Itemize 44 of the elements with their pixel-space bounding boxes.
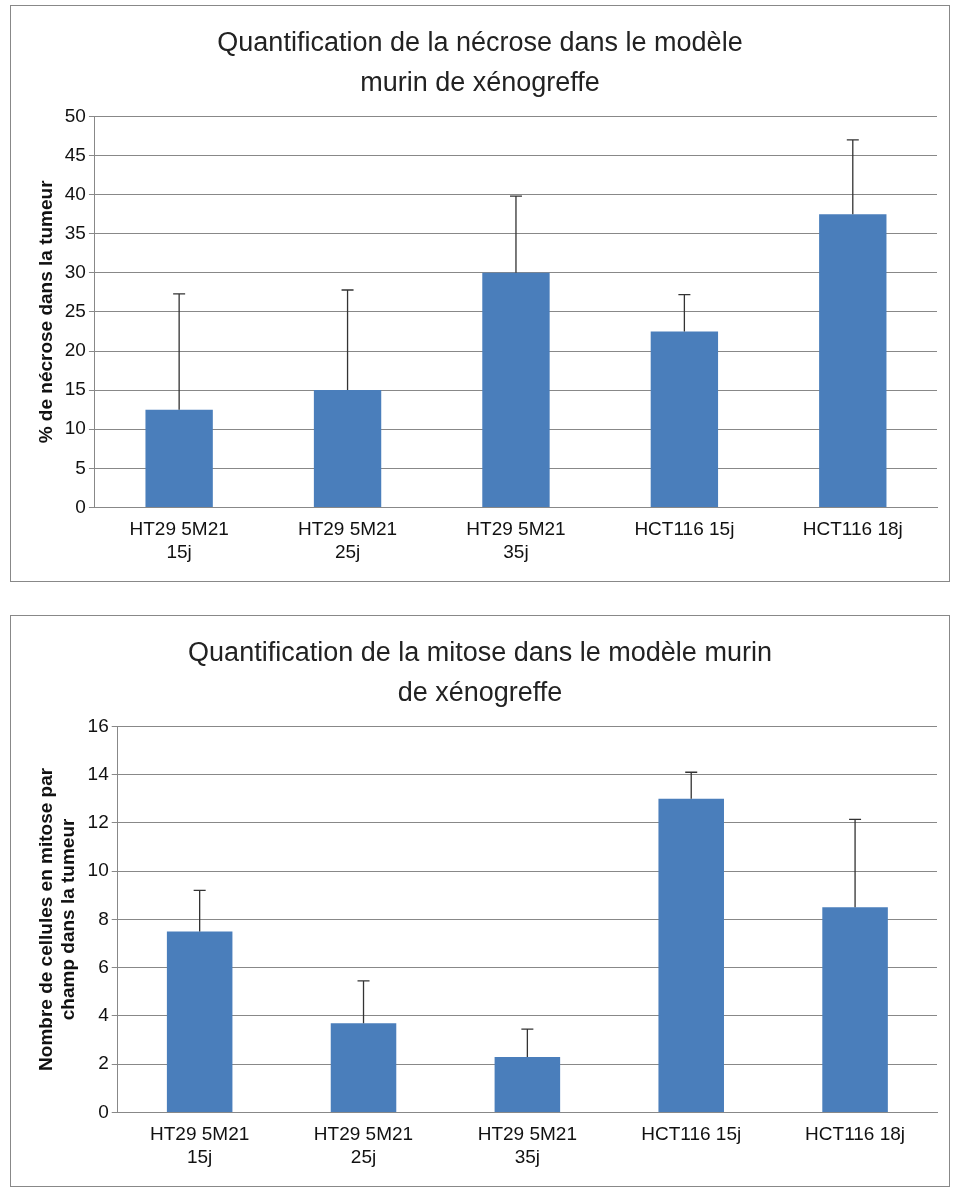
y-tick-label: 45 [64,143,86,165]
y-tick-label: 4 [98,1004,110,1026]
bar [658,798,724,1112]
y-tick-label: 8 [98,907,109,929]
x-tick-label: HT29 5M21 35j [466,518,566,562]
x-tick-label: HCT116 18j [805,1123,906,1145]
y-tick-label: 30 [64,261,86,283]
y-tick-label: 0 [75,495,86,517]
x-tick-label: HT29 5M21 15j [150,1123,250,1167]
chart-title: Quantification de la nécrose dans le modèle murin de xénogreffe [216,26,744,99]
y-tick-label: 16 [87,714,109,736]
bar [819,214,887,507]
y-tick-label: 14 [87,762,110,784]
x-tick-label: HCT116 15j [634,518,735,540]
y-tick-label: 15 [64,378,86,400]
chart-title: Quantification de la mitose dans le modèle murin de xénogreffe [187,636,773,709]
y-tick-label: 2 [98,1052,109,1074]
x-tick-label: HT29 5M21 25j [313,1123,414,1167]
y-tick-label: 12 [87,811,109,833]
y-tick-label: 10 [64,417,86,439]
bar [822,907,888,1112]
y-tick-label: 50 [64,104,86,126]
y-tick-label: 0 [98,1100,109,1122]
bar [330,1023,397,1112]
x-tick-label: HT29 5M21 25j [297,518,398,562]
x-tick-label: HCT116 15j [641,1123,742,1145]
bar [650,331,719,507]
bar [482,272,550,507]
y-tick-label: 6 [98,955,109,977]
y-tick-label: 20 [64,339,86,361]
y-tick-label: 25 [64,300,86,322]
y-tick-label: 5 [75,456,86,478]
x-tick-label: HT29 5M21 35j [477,1123,578,1167]
bar [313,390,382,507]
bar [145,409,213,507]
x-tick-label: HT29 5M21 15j [129,518,229,562]
y-tick-label: 10 [87,859,109,881]
y-axis-title: % de nécrose dans la tumeur [34,179,56,444]
x-tick-label: HCT116 18j [802,518,903,540]
y-axis-title: Nombre de cellules en mitose par champ dans la tumeur [34,767,79,1071]
y-tick-label: 40 [64,182,86,204]
y-tick-label: 35 [64,221,86,243]
bar [494,1056,561,1112]
bar [166,931,233,1112]
